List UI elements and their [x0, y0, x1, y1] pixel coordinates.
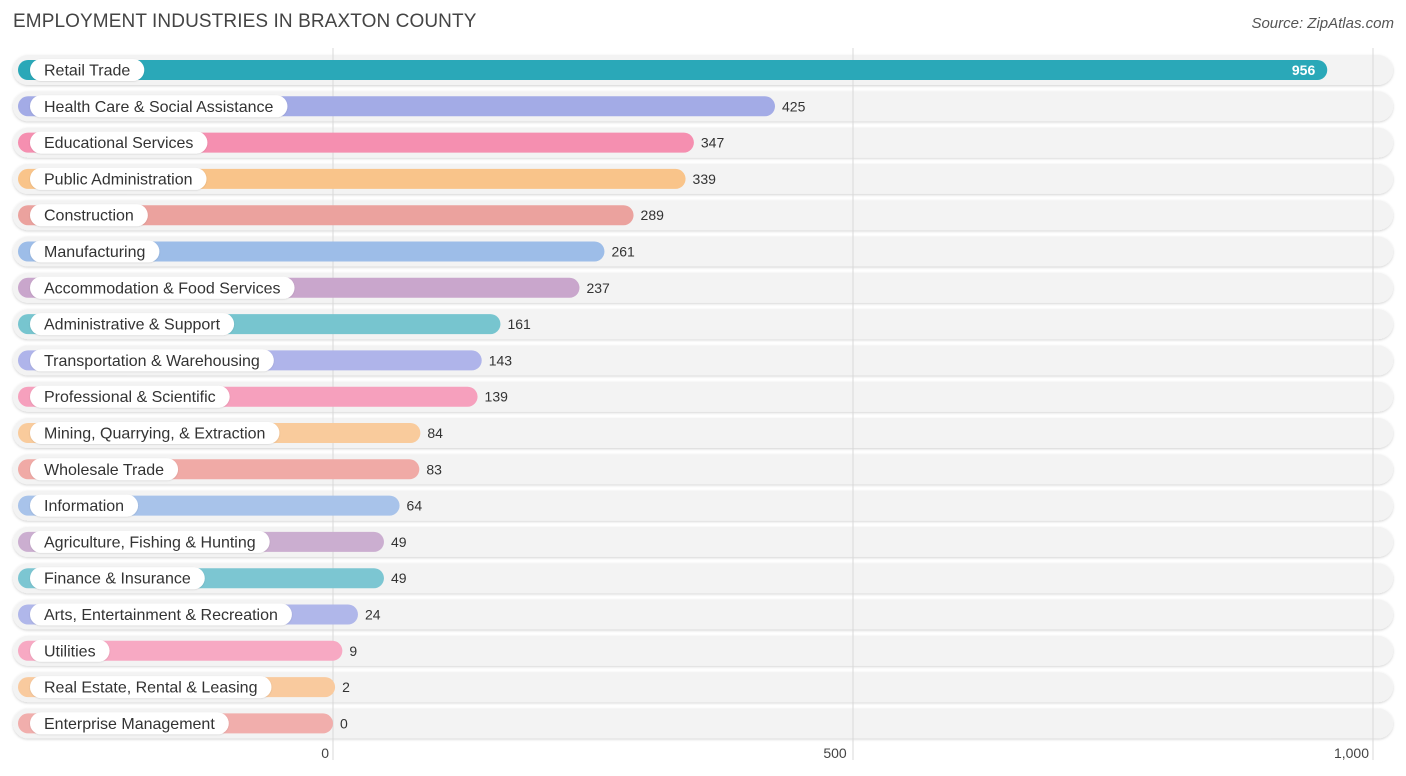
tick-label: 0	[321, 745, 329, 761]
row-track	[13, 672, 1393, 703]
value-label: 143	[489, 352, 513, 368]
value-label: 0	[340, 715, 348, 731]
category-pill	[30, 59, 145, 81]
category-pill	[30, 204, 148, 227]
category-pill	[30, 530, 270, 553]
category-label: Arts, Entertainment & Recreation	[44, 607, 278, 624]
tick-label: 1,000	[1334, 745, 1369, 761]
tick-label: 500	[823, 745, 847, 761]
category-pill	[30, 458, 179, 481]
category-label: Utilities	[44, 643, 96, 660]
value-label: 237	[586, 280, 610, 296]
value-label: 139	[485, 389, 509, 405]
value-label: 83	[426, 461, 442, 477]
value-label: 64	[407, 498, 423, 514]
category-pill	[30, 494, 139, 517]
row-track	[13, 708, 1393, 739]
category-pill	[30, 567, 205, 590]
chart-title: EMPLOYMENT INDUSTRIES IN BRAXTON COUNTY	[13, 11, 477, 32]
value-label: 261	[611, 244, 635, 260]
bar	[18, 241, 605, 262]
value-label: 2	[342, 679, 350, 695]
x-axis: 0 500 1,000	[321, 745, 1369, 761]
row-track	[13, 599, 1393, 630]
category-pill	[30, 276, 295, 299]
category-label: Construction	[44, 208, 134, 225]
category-label: Finance & Insurance	[44, 571, 191, 588]
category-label: Manufacturing	[44, 244, 145, 261]
category-label: Health Care & Social Assistance	[44, 99, 274, 116]
category-label: Information	[44, 498, 124, 515]
value-label: 24	[365, 607, 381, 623]
category-pill	[30, 422, 280, 444]
category-label: Mining, Quarrying, & Extraction	[44, 426, 265, 443]
category-pill	[30, 167, 207, 190]
category-pill	[30, 349, 274, 372]
category-label: Agriculture, Fishing & Hunting	[44, 534, 256, 551]
category-label: Administrative & Support	[44, 317, 221, 334]
value-label: 49	[391, 570, 407, 586]
row-track	[13, 635, 1393, 666]
category-label: Accommodation & Food Services	[44, 280, 281, 297]
value-label: 289	[641, 207, 665, 223]
category-label: Educational Services	[44, 135, 193, 152]
category-pill	[30, 313, 235, 336]
source-label: Source: ZipAtlas.com	[1251, 15, 1394, 32]
value-label: 161	[507, 316, 531, 332]
category-pill	[30, 639, 110, 662]
category-label: Retail Trade	[44, 63, 130, 80]
value-label: 425	[782, 98, 806, 114]
bar	[18, 205, 634, 226]
category-pill	[30, 676, 272, 699]
value-label: 49	[391, 534, 407, 550]
category-pill	[30, 95, 288, 118]
category-pill	[30, 603, 292, 626]
value-label: 956	[1292, 62, 1316, 78]
category-label: Wholesale Trade	[44, 462, 164, 479]
category-pill	[30, 385, 230, 408]
value-label: 347	[701, 135, 725, 151]
category-label: Enterprise Management	[44, 716, 215, 733]
bar	[18, 60, 1328, 80]
category-label: Real Estate, Rental & Leasing	[44, 680, 257, 697]
bars: Retail Trade 956 Health Care & Social Assi…	[18, 59, 1328, 735]
category-label: Professional & Scientific	[44, 389, 216, 406]
category-pill	[30, 240, 160, 263]
value-label: 339	[693, 171, 717, 187]
value-label: 9	[349, 643, 357, 659]
value-label: 84	[427, 425, 443, 441]
category-label: Public Administration	[44, 171, 193, 188]
category-pill	[30, 131, 208, 154]
category-pill	[30, 712, 229, 735]
category-label: Transportation & Warehousing	[44, 353, 260, 370]
